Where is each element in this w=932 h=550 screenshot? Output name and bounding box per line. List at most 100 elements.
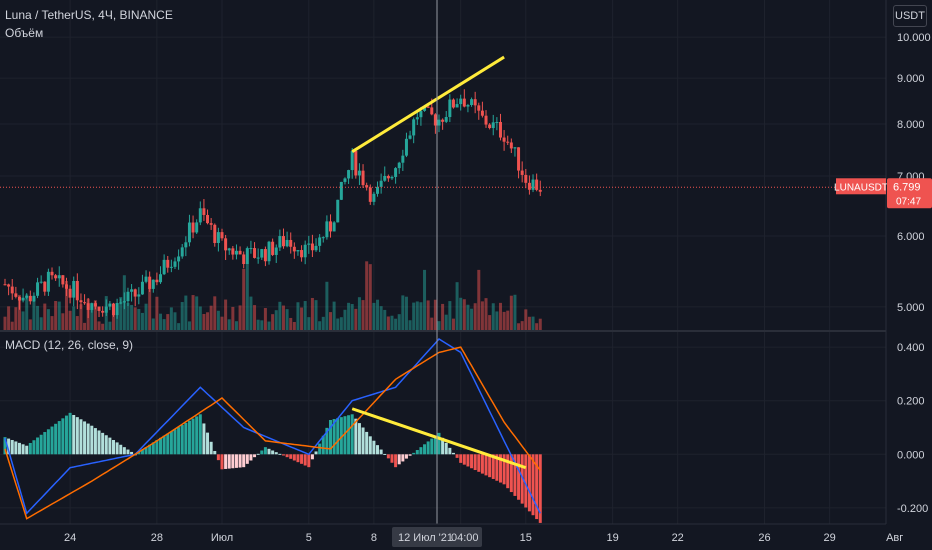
candle-body [202,208,206,215]
price-trendline[interactable] [351,55,505,153]
price-badge [887,178,932,209]
histogram-bar [180,424,184,455]
histogram-bar [419,447,423,455]
candle-body [216,232,220,243]
candle-body [83,302,87,304]
macd-legend[interactable]: MACD (12, 26, close, 9) [5,338,134,352]
candle-body [271,241,275,255]
histogram-bar [451,452,455,455]
histogram-bar [231,454,235,469]
volume-bar [466,304,470,330]
histogram-bar [83,421,87,455]
candle-body [357,170,361,176]
volume-bar [444,314,448,330]
crosshair-time: 04:00 [451,532,479,544]
volume-bar [376,299,380,330]
volume-bar [433,299,437,330]
histogram-bar [303,454,307,466]
volume-bar [166,314,170,330]
candle-body [122,301,126,303]
volume-bar [137,308,141,330]
volume-bar [404,296,408,330]
candle-body [372,193,376,202]
candle-body [177,256,181,262]
candle-body [303,244,307,258]
volume-bar [195,296,199,330]
volume-bar [423,269,427,330]
volume-bar [83,322,87,330]
macd-tick-label: 0.200 [897,396,925,408]
histogram-bar [263,447,267,455]
volume-bar [538,318,542,330]
macd-trendline[interactable] [351,407,527,470]
histogram-bar [332,419,336,455]
histogram-bar [477,454,481,472]
volume-bar [256,319,260,330]
histogram-bar [350,414,354,455]
candle-body [151,279,155,289]
candle-body [502,137,506,142]
candle-body [162,259,166,275]
histogram-bar [354,418,358,455]
volume-bar [61,313,65,330]
histogram-bar [415,450,419,455]
candle-body [343,178,347,182]
volume-bar [90,309,94,330]
histogram-bar [25,445,29,455]
volume-bar [278,301,282,330]
histogram-bar [310,454,314,460]
histogram-bar [122,447,126,455]
histogram-bar [159,437,163,455]
countdown-label: 07:47 [896,196,921,207]
volume-bar [267,321,271,330]
candle-body [148,276,152,289]
candle-body [459,98,463,105]
volume-bar [365,261,369,330]
volume-bar [498,302,502,330]
candle-body [173,261,177,267]
histogram-bar [173,429,177,455]
candle-body [383,175,387,181]
histogram-bar [412,452,416,455]
histogram-bar [21,444,25,455]
symbol-title[interactable]: Luna / TetherUS, 4Ч, BINANCE [5,8,173,22]
macd-tick-label: 0.000 [897,449,925,461]
histogram-bar [137,451,141,455]
histogram-bar [32,440,36,455]
volume-bar [343,309,347,330]
histogram-bar [112,440,115,455]
candle-body [61,275,65,285]
volume-legend[interactable]: Объём [5,26,44,40]
histogram-bar [61,418,65,455]
candle-body [336,199,340,223]
histogram-bar [401,454,405,462]
histogram-bar [43,432,47,455]
volume-bar [126,302,130,330]
candle-body [495,121,499,123]
candle-body [263,249,267,262]
candle-body [184,242,188,248]
volume-bar [491,303,495,330]
candle-body [437,119,441,126]
histogram-bar [54,423,58,455]
volume-bar [451,318,455,330]
candle-body [36,282,40,296]
volume-bar [39,317,43,330]
histogram-bar [296,454,300,463]
histogram-bar [79,419,83,455]
volume-bar [527,316,531,330]
candle-body [72,280,76,298]
volume-bar [3,316,7,330]
currency-button[interactable]: USDT [893,5,927,27]
candle-body [325,221,329,238]
volume-bar [372,302,376,330]
volume-bar [426,300,430,330]
histogram-bar [437,432,441,455]
candle-body [227,248,231,251]
volume-bar [162,319,166,330]
macd-tick-label: 0.400 [897,342,925,354]
candle-body [278,236,282,248]
histogram-bar [242,454,246,468]
right-price-scale[interactable] [886,0,932,524]
